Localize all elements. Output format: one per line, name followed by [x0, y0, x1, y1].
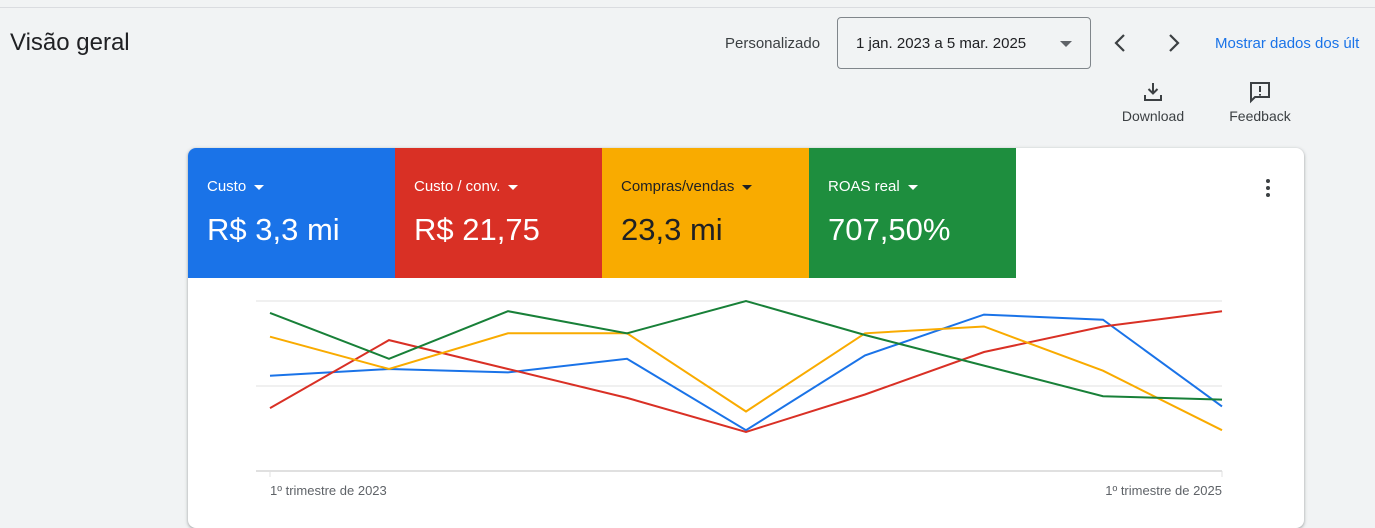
metric-label-text: Custo / conv. — [414, 178, 501, 195]
metric-label-text: Custo — [207, 178, 247, 195]
metric-tile[interactable]: Custo R$ 3,3 mi — [188, 148, 395, 278]
series-line-1 — [269, 310, 1223, 433]
series-line-3 — [269, 299, 1223, 401]
series-line-2 — [269, 325, 1223, 432]
download-button[interactable]: Download — [1120, 80, 1186, 124]
date-preset-label: Personalizado — [725, 35, 821, 52]
metric-tile[interactable]: Custo / conv. R$ 21,75 — [395, 148, 602, 278]
caret-down-icon — [1060, 41, 1072, 47]
metric-label[interactable]: ROAS real — [828, 178, 918, 195]
feedback-icon — [1250, 82, 1270, 104]
feedback-label: Feedback — [1229, 108, 1291, 124]
x-tick-label: 1º trimestre de 2023 — [270, 483, 387, 498]
caret-down-icon — [254, 184, 265, 190]
date-range-value: 1 jan. 2023 a 5 mar. 2025 — [856, 35, 1027, 52]
metric-tile[interactable]: Compras/vendas 23,3 mi — [602, 148, 809, 278]
caret-down-icon — [907, 184, 918, 190]
x-tick-label: 1º trimestre de 2025 — [1105, 483, 1222, 498]
metric-tile[interactable]: ROAS real 707,50% — [809, 148, 1016, 278]
chevron-right-icon[interactable] — [1162, 30, 1186, 56]
date-range-picker[interactable]: 1 jan. 2023 a 5 mar. 2025 — [837, 17, 1091, 69]
metric-label[interactable]: Compras/vendas — [621, 178, 753, 195]
download-label: Download — [1121, 108, 1185, 124]
metric-value: 707,50% — [828, 212, 951, 247]
metric-value: 23,3 mi — [621, 212, 723, 247]
metric-value: R$ 21,75 — [414, 212, 540, 247]
download-icon — [1144, 83, 1162, 101]
metric-label-text: ROAS real — [828, 178, 900, 195]
page-title: Visão geral — [10, 29, 130, 56]
show-data-link[interactable]: Mostrar dados dos últ — [1215, 35, 1360, 52]
chevron-left-icon[interactable] — [1108, 30, 1132, 56]
more-options-icon[interactable] — [1258, 176, 1278, 200]
metric-label[interactable]: Custo — [207, 178, 265, 195]
divider — [0, 7, 1375, 8]
feedback-button[interactable]: Feedback — [1227, 80, 1293, 124]
caret-down-icon — [508, 184, 519, 190]
performance-chart: 1º trimestre de 2023 1º trimestre de 2025 — [256, 299, 1223, 498]
caret-down-icon — [742, 184, 753, 190]
metric-label[interactable]: Custo / conv. — [414, 178, 519, 195]
metric-label-text: Compras/vendas — [621, 178, 735, 195]
overview-card: Custo R$ 3,3 mi Custo / conv. R$ 21,75 Compr… — [188, 148, 1304, 528]
metric-value: R$ 3,3 mi — [207, 212, 340, 247]
series-line-0 — [269, 313, 1223, 432]
